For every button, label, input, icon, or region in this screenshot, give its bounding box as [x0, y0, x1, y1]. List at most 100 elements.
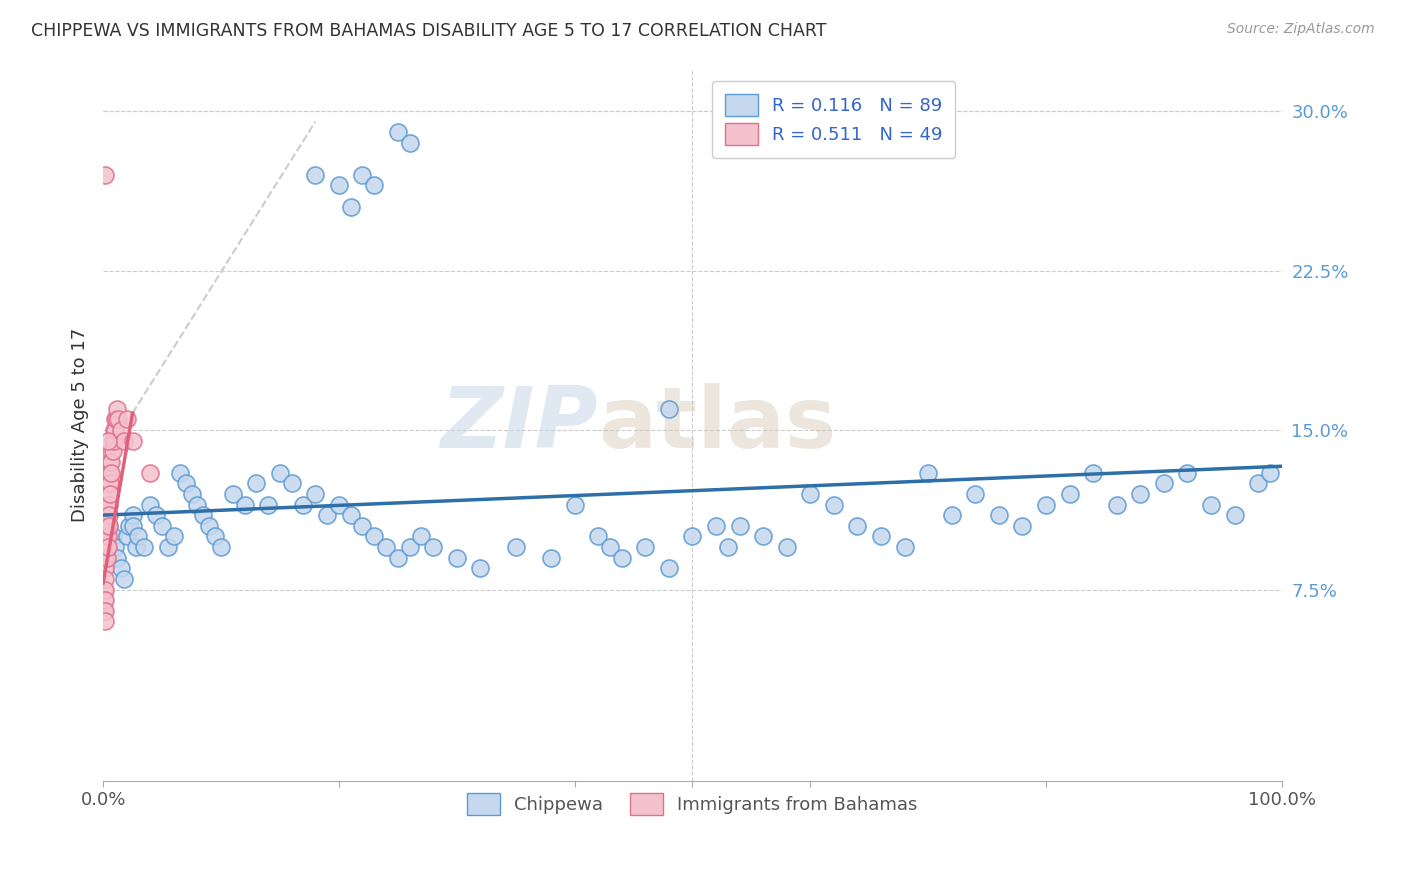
- Point: [292, 498, 315, 512]
- Point: [1199, 498, 1222, 512]
- Point: [150, 518, 173, 533]
- Point: [97, 434, 120, 448]
- Text: Source: ZipAtlas.com: Source: ZipAtlas.com: [1227, 22, 1375, 37]
- Point: [98, 487, 121, 501]
- Point: [1011, 518, 1033, 533]
- Point: [93, 582, 115, 597]
- Point: [987, 508, 1010, 523]
- Point: [97, 529, 120, 543]
- Point: [134, 540, 156, 554]
- Point: [398, 540, 420, 554]
- Point: [98, 476, 121, 491]
- Point: [112, 572, 135, 586]
- Point: [127, 529, 149, 543]
- Point: [917, 466, 939, 480]
- Point: [100, 466, 122, 480]
- Point: [100, 444, 122, 458]
- Point: [96, 550, 118, 565]
- Point: [110, 561, 132, 575]
- Y-axis label: Disability Age 5 to 17: Disability Age 5 to 17: [72, 327, 89, 522]
- Point: [94, 593, 117, 607]
- Point: [101, 434, 124, 448]
- Point: [304, 168, 326, 182]
- Point: [658, 561, 681, 575]
- Point: [599, 540, 621, 554]
- Point: [363, 178, 385, 193]
- Point: [107, 412, 129, 426]
- Point: [328, 498, 350, 512]
- Point: [94, 615, 117, 629]
- Point: [101, 444, 124, 458]
- Point: [105, 401, 128, 416]
- Point: [98, 466, 121, 480]
- Point: [752, 529, 775, 543]
- Point: [94, 550, 117, 565]
- Point: [100, 455, 122, 469]
- Point: [98, 498, 121, 512]
- Point: [125, 540, 148, 554]
- Point: [145, 508, 167, 523]
- Point: [941, 508, 963, 523]
- Point: [193, 508, 215, 523]
- Point: [94, 572, 117, 586]
- Point: [352, 518, 374, 533]
- Point: [280, 476, 302, 491]
- Point: [316, 508, 339, 523]
- Point: [98, 466, 121, 480]
- Point: [121, 434, 143, 448]
- Point: [96, 540, 118, 554]
- Point: [121, 518, 143, 533]
- Text: atlas: atlas: [598, 384, 837, 467]
- Point: [98, 518, 121, 533]
- Point: [98, 476, 121, 491]
- Point: [540, 550, 562, 565]
- Point: [204, 529, 226, 543]
- Point: [1129, 487, 1152, 501]
- Point: [634, 540, 657, 554]
- Point: [269, 466, 291, 480]
- Point: [139, 466, 162, 480]
- Point: [704, 518, 727, 533]
- Point: [352, 168, 374, 182]
- Point: [363, 529, 385, 543]
- Point: [139, 498, 162, 512]
- Point: [93, 604, 115, 618]
- Point: [610, 550, 633, 565]
- Point: [104, 423, 127, 437]
- Point: [422, 540, 444, 554]
- Point: [163, 529, 186, 543]
- Point: [180, 487, 202, 501]
- Point: [222, 487, 245, 501]
- Point: [94, 561, 117, 575]
- Point: [586, 529, 609, 543]
- Point: [1177, 466, 1199, 480]
- Point: [104, 540, 127, 554]
- Point: [1059, 487, 1081, 501]
- Point: [1153, 476, 1175, 491]
- Point: [823, 498, 845, 512]
- Point: [776, 540, 799, 554]
- Point: [98, 487, 121, 501]
- Point: [799, 487, 821, 501]
- Point: [1258, 466, 1281, 480]
- Point: [98, 518, 121, 533]
- Point: [103, 423, 125, 437]
- Point: [209, 540, 232, 554]
- Point: [96, 529, 118, 543]
- Point: [470, 561, 492, 575]
- Point: [103, 434, 125, 448]
- Point: [93, 593, 115, 607]
- Point: [304, 487, 326, 501]
- Point: [893, 540, 915, 554]
- Point: [375, 540, 398, 554]
- Point: [96, 518, 118, 533]
- Point: [257, 498, 280, 512]
- Point: [96, 508, 118, 523]
- Point: [174, 476, 197, 491]
- Point: [97, 508, 120, 523]
- Point: [1081, 466, 1104, 480]
- Text: ZIP: ZIP: [440, 384, 598, 467]
- Point: [112, 434, 135, 448]
- Point: [328, 178, 350, 193]
- Point: [98, 508, 121, 523]
